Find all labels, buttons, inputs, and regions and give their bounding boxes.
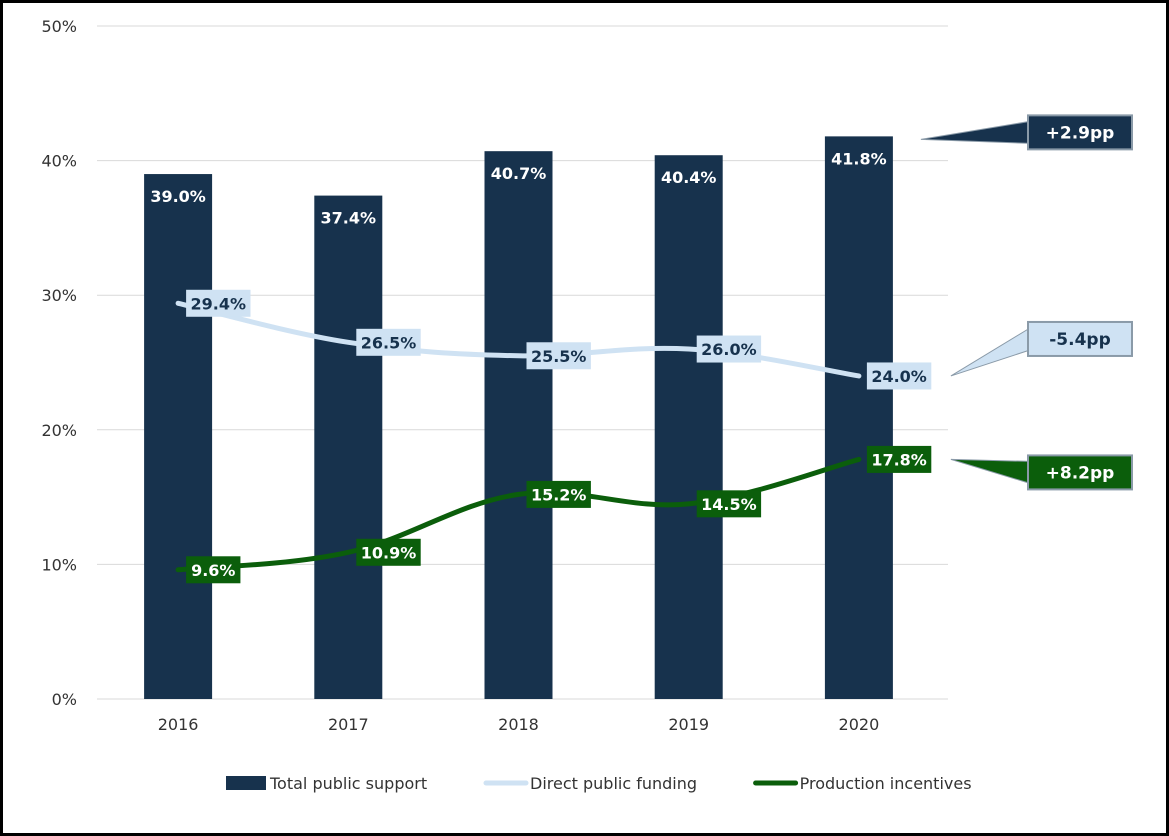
line-label-box xyxy=(696,335,762,363)
line-data-label: 10.9% xyxy=(361,543,417,562)
callout-box xyxy=(1027,454,1133,491)
legend-item: Direct public funding xyxy=(483,774,697,793)
line-data-label: 15.2% xyxy=(531,485,587,504)
y-tick-label: 30% xyxy=(41,286,77,305)
x-tick-label: 2017 xyxy=(328,715,369,734)
annotation-callout: -5.4pp xyxy=(950,320,1133,377)
annotation-callout: +8.2pp xyxy=(950,454,1133,491)
legend-item: Total public support xyxy=(226,774,427,793)
callout-pointer xyxy=(950,327,1031,377)
y-tick-label: 20% xyxy=(41,421,77,440)
bar xyxy=(144,174,213,699)
legend-swatch xyxy=(226,776,266,790)
line-data-label: 14.5% xyxy=(701,495,757,514)
callout-label: +2.9pp xyxy=(1046,123,1115,143)
legend-item: Production incentives xyxy=(753,774,972,793)
line-data-label: 29.4% xyxy=(191,294,247,313)
legend-label: Production incentives xyxy=(800,774,972,793)
bar-data-label: 37.4% xyxy=(321,209,377,228)
line-data-label: 9.6% xyxy=(191,561,235,580)
callout-pointer xyxy=(950,458,1031,485)
y-axis: 0% 10% 20% 30% 40% 50% xyxy=(41,17,77,709)
callout-box xyxy=(1027,320,1133,357)
series-production-incentives: 9.6% 10.9% 15.2% 14.5% 17.8% xyxy=(175,445,932,584)
callout-box xyxy=(1027,114,1133,151)
x-tick-label: 2020 xyxy=(839,715,880,734)
line-label-box xyxy=(696,490,762,518)
bar xyxy=(654,155,723,699)
change-annotations: +2.9pp -5.4pp +8.2pp xyxy=(920,114,1133,491)
x-tick-label: 2018 xyxy=(498,715,539,734)
line-label-box xyxy=(866,362,932,390)
callout-label: -5.4pp xyxy=(1049,330,1111,350)
bar xyxy=(824,136,893,699)
line-label-box xyxy=(526,342,591,370)
x-tick-label: 2016 xyxy=(158,715,199,734)
line-label-box xyxy=(526,480,591,508)
line-label-box xyxy=(356,328,421,356)
callout-label: +8.2pp xyxy=(1046,463,1115,483)
y-tick-label: 40% xyxy=(41,152,77,171)
x-axis: 2016 2017 2018 2019 2020 xyxy=(158,715,880,734)
bar xyxy=(314,195,383,699)
bar-data-label: 41.8% xyxy=(831,149,887,168)
annotation-callout: +2.9pp xyxy=(920,114,1133,151)
line-data-label: 26.0% xyxy=(701,340,757,359)
line-label-box xyxy=(186,556,241,584)
legend-label: Total public support xyxy=(269,774,427,793)
x-tick-label: 2019 xyxy=(668,715,709,734)
y-tick-label: 0% xyxy=(52,690,77,709)
legend: Total public support Direct public fundin… xyxy=(226,774,972,793)
line-data-label: 26.5% xyxy=(361,333,417,352)
series-total-public-support: 39.0% 37.4% 40.7% 40.4% 41.8% xyxy=(144,136,893,700)
callout-pointer xyxy=(920,120,1031,144)
y-tick-label: 50% xyxy=(41,17,77,36)
line-label-box xyxy=(186,289,251,317)
series-direct-public-funding: 29.4% 26.5% 25.5% 26.0% 24.0% xyxy=(175,289,932,390)
line-label-box xyxy=(866,445,932,473)
bar xyxy=(484,151,553,700)
bar-data-label: 40.4% xyxy=(661,168,717,187)
line-data-label: 17.8% xyxy=(871,450,927,469)
legend-label: Direct public funding xyxy=(530,774,697,793)
y-tick-label: 10% xyxy=(41,555,77,574)
line-data-label: 24.0% xyxy=(871,367,927,386)
bar-data-label: 39.0% xyxy=(150,187,206,206)
line-label-box xyxy=(356,538,421,566)
bar-data-label: 40.7% xyxy=(491,164,547,183)
line-data-label: 25.5% xyxy=(531,347,587,366)
